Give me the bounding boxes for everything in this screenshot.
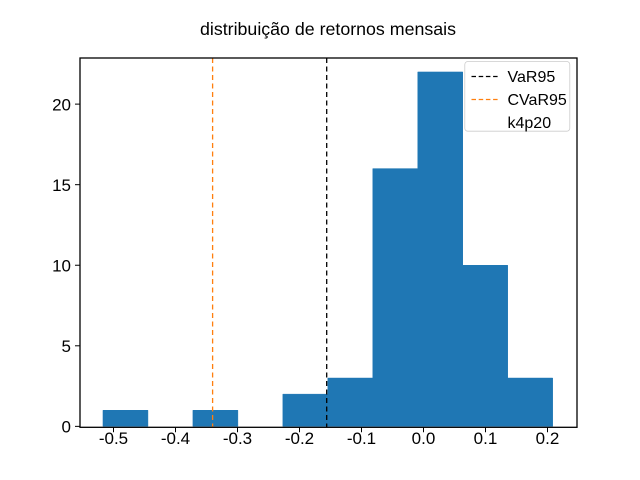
svg-text:0: 0 (62, 418, 71, 437)
svg-text:distribuição de retornos mensa: distribuição de retornos mensais (200, 19, 456, 39)
svg-text:15: 15 (52, 176, 71, 195)
svg-text:CVaR95: CVaR95 (508, 92, 567, 109)
svg-text:-0.5: -0.5 (99, 429, 128, 448)
svg-text:0.2: 0.2 (536, 429, 560, 448)
svg-text:0.1: 0.1 (474, 429, 498, 448)
svg-text:-0.4: -0.4 (161, 429, 190, 448)
svg-text:-0.1: -0.1 (347, 429, 376, 448)
svg-text:0.0: 0.0 (412, 429, 436, 448)
svg-text:10: 10 (52, 256, 71, 275)
svg-text:20: 20 (52, 95, 71, 114)
svg-text:5: 5 (62, 337, 71, 356)
svg-text:-0.3: -0.3 (223, 429, 252, 448)
svg-text:k4p20: k4p20 (508, 115, 552, 132)
svg-text:VaR95: VaR95 (508, 69, 556, 86)
svg-text:-0.2: -0.2 (285, 429, 314, 448)
